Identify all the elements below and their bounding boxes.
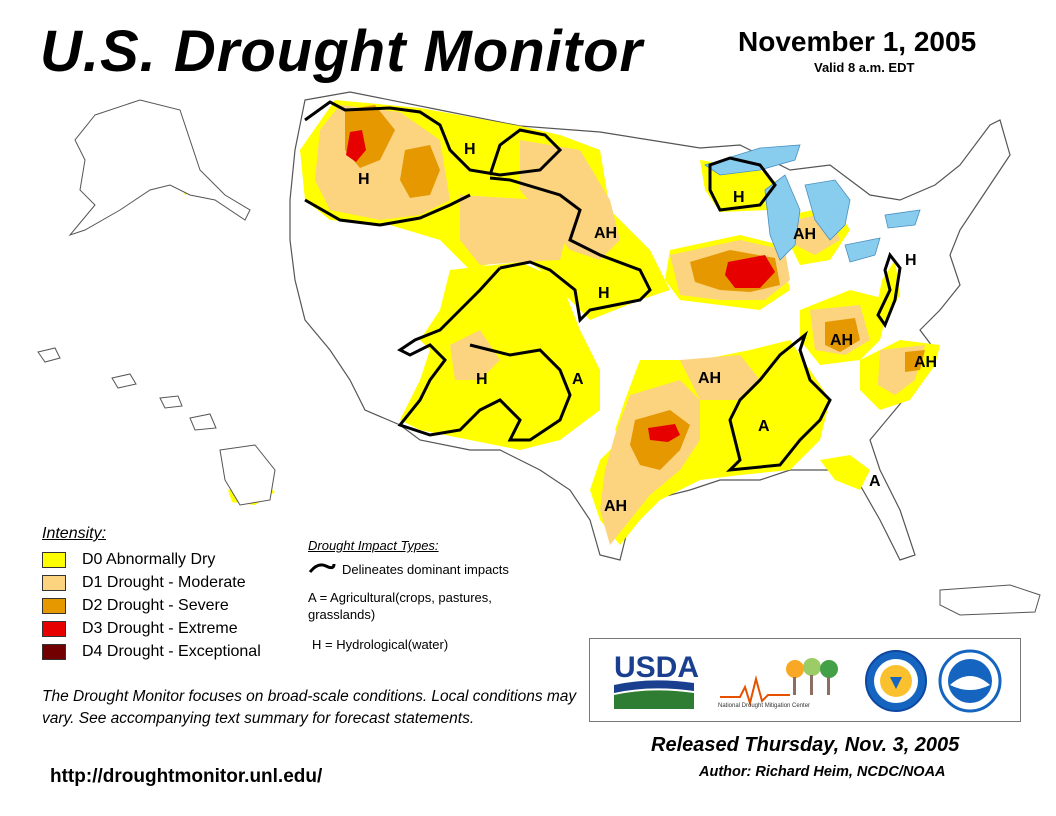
d3-areas xyxy=(346,130,775,442)
map-label: H xyxy=(905,252,917,269)
release-date: Released Thursday, Nov. 3, 2005 xyxy=(651,734,960,756)
map-label: AH xyxy=(604,498,627,515)
map-label: H xyxy=(598,285,610,302)
impact-hydrological: H = Hydrological(water) xyxy=(312,637,449,652)
disclaimer: The Drought Monitor focuses on broad-sca… xyxy=(42,688,577,727)
ndmc-logo: National Drought Mitigation Center xyxy=(718,703,810,709)
impact-types-title: Drought Impact Types: xyxy=(308,538,439,553)
d1-swatch xyxy=(42,574,66,591)
legend-item: D1 Drought - Moderate xyxy=(42,571,261,594)
legend-label: D0 Abnormally Dry xyxy=(82,550,216,568)
map-label: H xyxy=(733,189,745,206)
map-label: AH xyxy=(594,225,617,242)
great-lakes xyxy=(704,144,921,263)
valid-time: Valid 8 a.m. EDT xyxy=(814,60,915,75)
map-label: H xyxy=(464,141,476,158)
map-label: AH xyxy=(914,354,937,371)
legend-item: D4 Drought - Exceptional xyxy=(42,641,261,664)
impact-line-label: Delineates dominant impacts xyxy=(342,562,509,577)
legend-label: D1 Drought - Moderate xyxy=(82,573,246,591)
map-label: AH xyxy=(698,370,721,387)
legend: D0 Abnormally Dry D1 Drought - Moderate … xyxy=(42,548,261,664)
usda-logo: USDA xyxy=(614,651,699,684)
map-date: November 1, 2005 xyxy=(738,26,977,57)
map-label: AH xyxy=(830,332,853,349)
map-label: A xyxy=(572,371,584,388)
impact-boundaries xyxy=(304,100,902,472)
map-label: A xyxy=(869,473,881,490)
impact-labels: H H H AH H H AH H AH H A AH AH A AH A AH xyxy=(358,141,937,515)
alaska xyxy=(68,99,251,237)
map-label: H xyxy=(476,371,488,388)
impact-agricultural: A = Agricultural(crops, pastures, grassl… xyxy=(308,590,492,622)
website-link[interactable]: http://droughtmonitor.unl.edu/ xyxy=(50,766,323,787)
author: Author: Richard Heim, NCDC/NOAA xyxy=(699,764,946,780)
legend-label: D3 Drought - Extreme xyxy=(82,620,238,638)
hawaii xyxy=(37,347,276,506)
d4-swatch xyxy=(42,644,66,661)
logos-graphic: USDA National Drought Mitigation Center xyxy=(614,649,1002,713)
map-label: A xyxy=(758,418,770,435)
legend-title: Intensity: xyxy=(42,525,107,542)
legend-item: D2 Drought - Severe xyxy=(42,594,261,617)
agency-logos: USDA National Drought Mitigation Center xyxy=(589,638,1021,722)
map-label: H xyxy=(358,171,370,188)
legend-label: D2 Drought - Severe xyxy=(82,596,229,614)
legend-label: D4 Drought - Exceptional xyxy=(82,643,261,661)
d2-swatch xyxy=(42,597,66,614)
legend-item: D3 Drought - Extreme xyxy=(42,618,261,641)
d0-swatch xyxy=(42,551,66,568)
page-title: U.S. Drought Monitor xyxy=(40,19,644,84)
puerto-rico xyxy=(939,584,1041,616)
legend-item: D0 Abnormally Dry xyxy=(42,548,261,571)
map-label: AH xyxy=(793,226,816,243)
d3-swatch xyxy=(42,621,66,638)
impact-line-icon xyxy=(308,563,336,573)
